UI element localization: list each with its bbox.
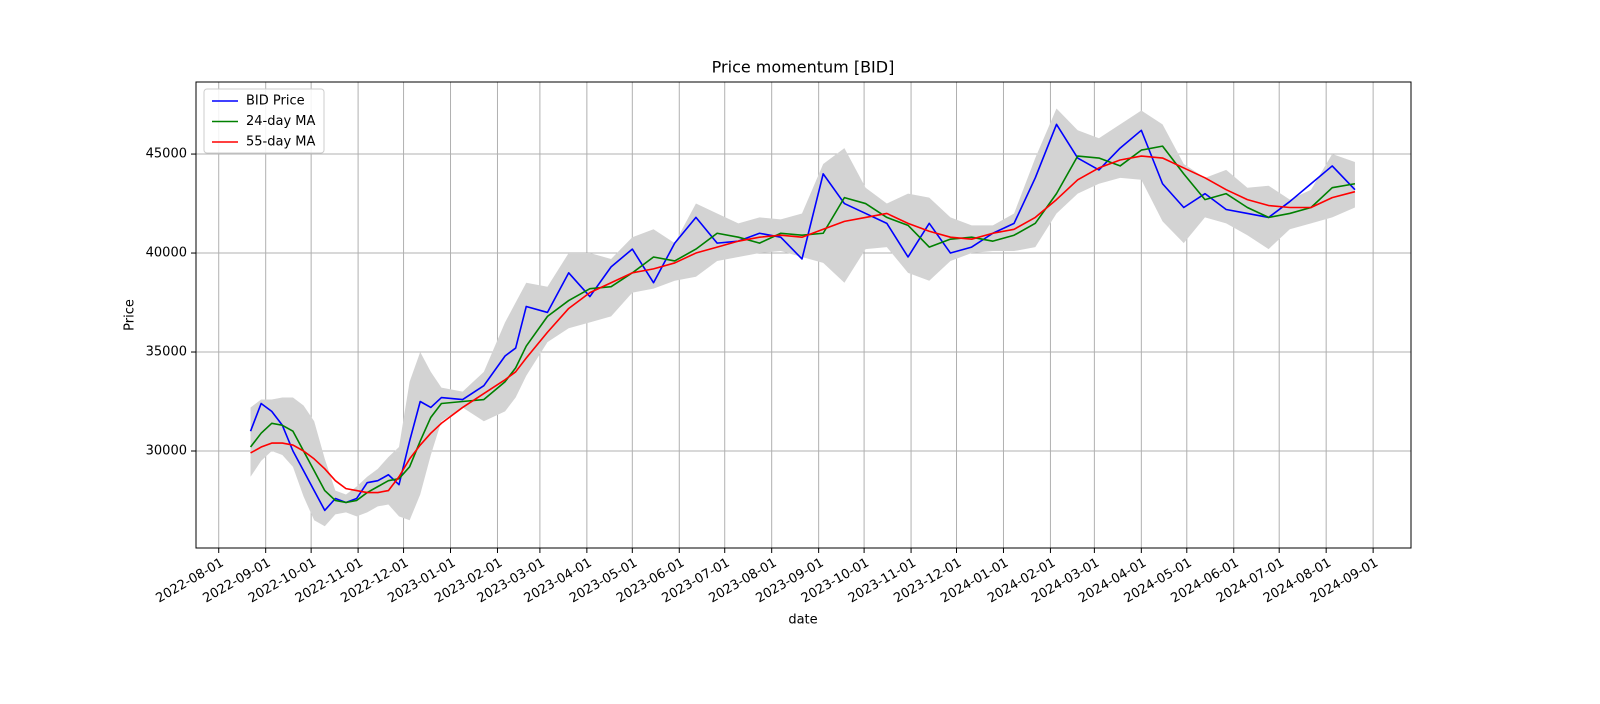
legend-box [203, 88, 325, 154]
y-tick-label: 30000 [146, 443, 187, 458]
y-tick-label: 35000 [146, 345, 187, 360]
y-tick-label: 45000 [146, 147, 187, 162]
x-axis-label: date [788, 613, 817, 628]
legend-label: 24-day MA [246, 114, 315, 129]
series-line [249, 145, 1356, 504]
series-line [250, 155, 1356, 494]
plot-frame [195, 81, 1412, 549]
chart-title: Price momentum [BID] [712, 58, 895, 77]
series-line [249, 123, 1356, 512]
y-tick-label: 40000 [146, 246, 187, 261]
legend-label: BID Price [246, 94, 305, 109]
y-axis-label: Price [123, 299, 138, 331]
band-area [250, 108, 1355, 527]
legend-label: 55-day MA [246, 135, 315, 150]
